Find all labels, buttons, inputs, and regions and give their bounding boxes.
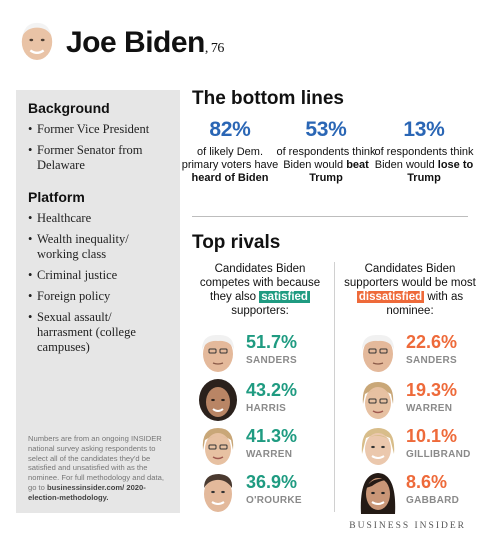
bottom-lines-title: The bottom lines [192, 88, 344, 109]
platform-list: Healthcare Wealth inequality/ working cl… [28, 211, 170, 355]
background-heading: Background [28, 100, 110, 116]
gillibrand-portrait-icon [361, 428, 395, 465]
percent-value: 10.1% [406, 426, 458, 446]
list-item: Foreign policy [28, 289, 170, 304]
dissatisfied-highlight: dissatisfied [356, 291, 425, 303]
percent-value: 41.3% [246, 426, 298, 446]
sidebar: Background Former Vice President Former … [16, 90, 180, 513]
list-item: Wealth inequality/ working class [28, 232, 170, 262]
candidate-label: WARREN [246, 449, 293, 460]
percent-value: 36.9% [246, 472, 298, 492]
sanders-portrait-icon [202, 334, 234, 372]
note-text: Numbers are from an ongoing INSIDER nati… [28, 434, 164, 492]
warren-portrait-icon [362, 382, 394, 419]
percent-value: 8.6% [406, 472, 448, 492]
list-item: Criminal justice [28, 268, 170, 283]
candidate-label: O'ROURKE [246, 495, 302, 506]
satisfied-column-heading: Candidates Biden competes with because t… [199, 263, 321, 317]
biden-portrait-icon [21, 22, 53, 60]
stat-description: of likely Dem. primary voters have heard… [181, 146, 279, 184]
percent-value: 51.7% [246, 332, 298, 352]
gabbard-portrait-icon [360, 473, 396, 514]
page-title: Joe Biden, 76 [66, 26, 224, 60]
top-rivals-title: Top rivals [192, 232, 281, 253]
background-list: Former Vice President Former Senator fro… [28, 122, 170, 173]
list-item: Sexual assault/ harrasment (college camp… [28, 310, 170, 355]
candidate-label: WARREN [406, 403, 453, 414]
candidate-label: GILLIBRAND [406, 449, 471, 460]
column-divider [334, 262, 335, 512]
candidate-label: SANDERS [406, 355, 457, 366]
platform-heading: Platform [28, 189, 85, 205]
stat-value: 82% [209, 118, 251, 141]
candidate-label: GABBARD [406, 495, 460, 506]
percent-value: 19.3% [406, 380, 458, 400]
stat-value: 13% [403, 118, 445, 141]
list-item: Former Vice President [28, 122, 170, 137]
candidate-label: SANDERS [246, 355, 297, 366]
list-item: 41.3% WARREN [198, 422, 328, 470]
stat-card: 82% of likely Dem. primary voters have h… [180, 118, 280, 185]
percent-value: 43.2% [246, 380, 298, 400]
methodology-note: Numbers are from an ongoing INSIDER nati… [28, 434, 174, 503]
list-item: 22.6% SANDERS [358, 328, 474, 376]
section-divider [192, 216, 468, 217]
list-item: Former Senator from Delaware [28, 143, 170, 173]
warren-portrait-icon [202, 428, 234, 465]
satisfied-highlight: satisfied [259, 291, 310, 303]
list-item: Healthcare [28, 211, 170, 226]
stat-description: of respondents think Biden would beat Tr… [276, 146, 376, 184]
stat-card: 53% of respondents think Biden would bea… [276, 118, 376, 185]
list-item: 51.7% SANDERS [198, 328, 328, 376]
brand-logo: BUSINESS INSIDER [349, 521, 466, 531]
list-item: 10.1% GILLIBRAND [358, 422, 474, 470]
stat-value: 53% [305, 118, 347, 141]
methodology-link[interactable]: businessinsider.com/ 2020-election-metho… [28, 482, 146, 502]
stat-card: 13% of respondents think Biden would los… [374, 118, 474, 185]
sanders-portrait-icon [362, 334, 394, 372]
candidate-label: HARRIS [246, 403, 287, 414]
candidate-name: Joe Biden [66, 26, 205, 59]
orourke-portrait-icon [204, 474, 233, 512]
list-item: 43.2% HARRIS [198, 376, 328, 424]
list-item: 8.6% GABBARD [358, 468, 474, 516]
percent-value: 22.6% [406, 332, 458, 352]
list-item: 36.9% O'ROURKE [198, 468, 328, 516]
stat-description: of respondents think Biden would lose to… [374, 146, 474, 184]
harris-portrait-icon [199, 379, 237, 421]
dissatisfied-column-heading: Candidates Biden supporters would be mos… [344, 263, 476, 317]
list-item: 19.3% WARREN [358, 376, 474, 424]
header: Joe Biden, 76 [0, 0, 480, 80]
candidate-age: , 76 [204, 41, 225, 56]
